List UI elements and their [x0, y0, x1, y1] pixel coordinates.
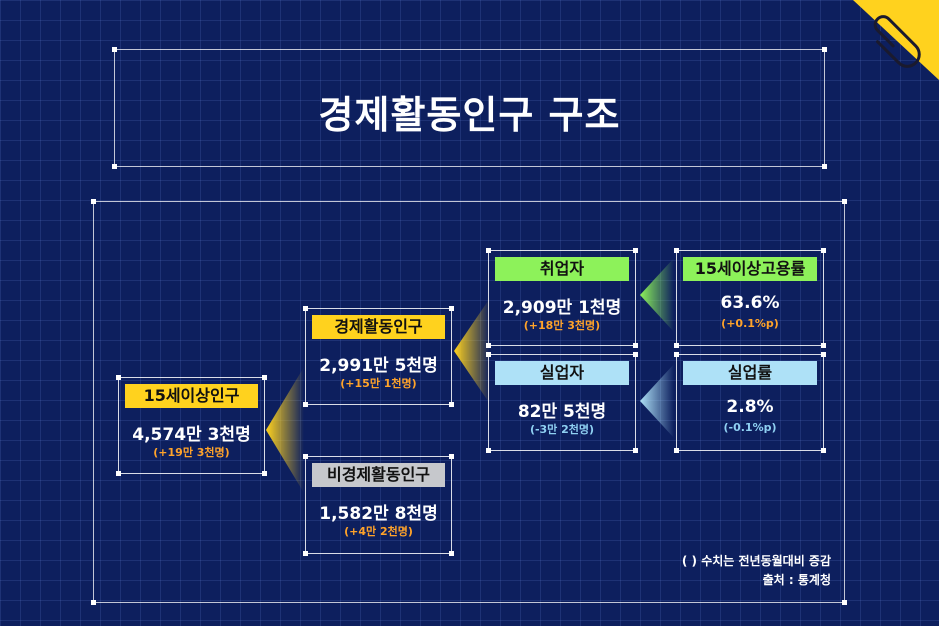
node-label: 실업률 — [683, 361, 817, 385]
node-economically-inactive: 비경제활동인구 1,582만 8천명 (+4만 2천명) — [303, 454, 454, 556]
node-change: (+15만 1천명) — [340, 377, 417, 390]
connector-pop-to-active — [266, 367, 304, 493]
node-value: 82만 5천명 — [517, 402, 607, 422]
node-change: (+0.1%p) — [721, 317, 779, 330]
title-frame: 경제활동인구 구조 — [112, 47, 827, 169]
node-label: 15세이상인구 — [125, 384, 258, 408]
connector-unemployment-rate — [640, 364, 674, 438]
node-label: 비경제활동인구 — [312, 463, 445, 487]
note-source: 출처 : 통계청 — [762, 573, 831, 587]
node-employment-rate: 15세이상고용률 63.6% (+0.1%p) — [674, 248, 826, 348]
connector-active-to-employment — [454, 298, 490, 404]
connector-employment-rate — [640, 258, 674, 332]
node-change: (+4만 2천명) — [344, 525, 413, 538]
node-label: 15세이상고용률 — [683, 257, 817, 281]
content-frame — [91, 199, 847, 605]
node-employed: 취업자 2,909만 1천명 (+18만 3천명) — [486, 248, 638, 348]
node-value: 1,582만 8천명 — [319, 504, 438, 524]
node-change: (+18만 3천명) — [523, 319, 601, 332]
node-label: 경제활동인구 — [312, 315, 445, 339]
node-change: (-3만 2천명) — [529, 423, 595, 436]
node-value: 2.8% — [726, 397, 774, 417]
node-label: 실업자 — [495, 361, 629, 385]
node-unemployment-rate: 실업률 2.8% (-0.1%p) — [674, 352, 826, 453]
node-population-15plus: 15세이상인구 4,574만 3천명 (+19만 3천명) — [116, 375, 267, 476]
paperclip-icon — [853, 0, 939, 80]
note-change-basis: ( ) 수치는 전년동월대비 증감 — [681, 554, 831, 568]
node-unemployed: 실업자 82만 5천명 (-3만 2천명) — [486, 352, 638, 453]
page-title: 경제활동인구 구조 — [318, 93, 621, 137]
node-label: 취업자 — [495, 257, 629, 281]
node-value: 63.6% — [720, 293, 780, 313]
node-economically-active: 경제활동인구 2,991만 5천명 (+15만 1천명) — [303, 306, 454, 407]
footnotes: ( ) 수치는 전년동월대비 증감 출처 : 통계청 — [682, 552, 831, 590]
node-value: 2,991만 5천명 — [319, 356, 438, 376]
node-value: 4,574만 3천명 — [132, 425, 251, 445]
node-change: (-0.1%p) — [723, 421, 777, 434]
node-value: 2,909만 1천명 — [502, 298, 622, 318]
node-change: (+19만 3천명) — [153, 446, 230, 459]
